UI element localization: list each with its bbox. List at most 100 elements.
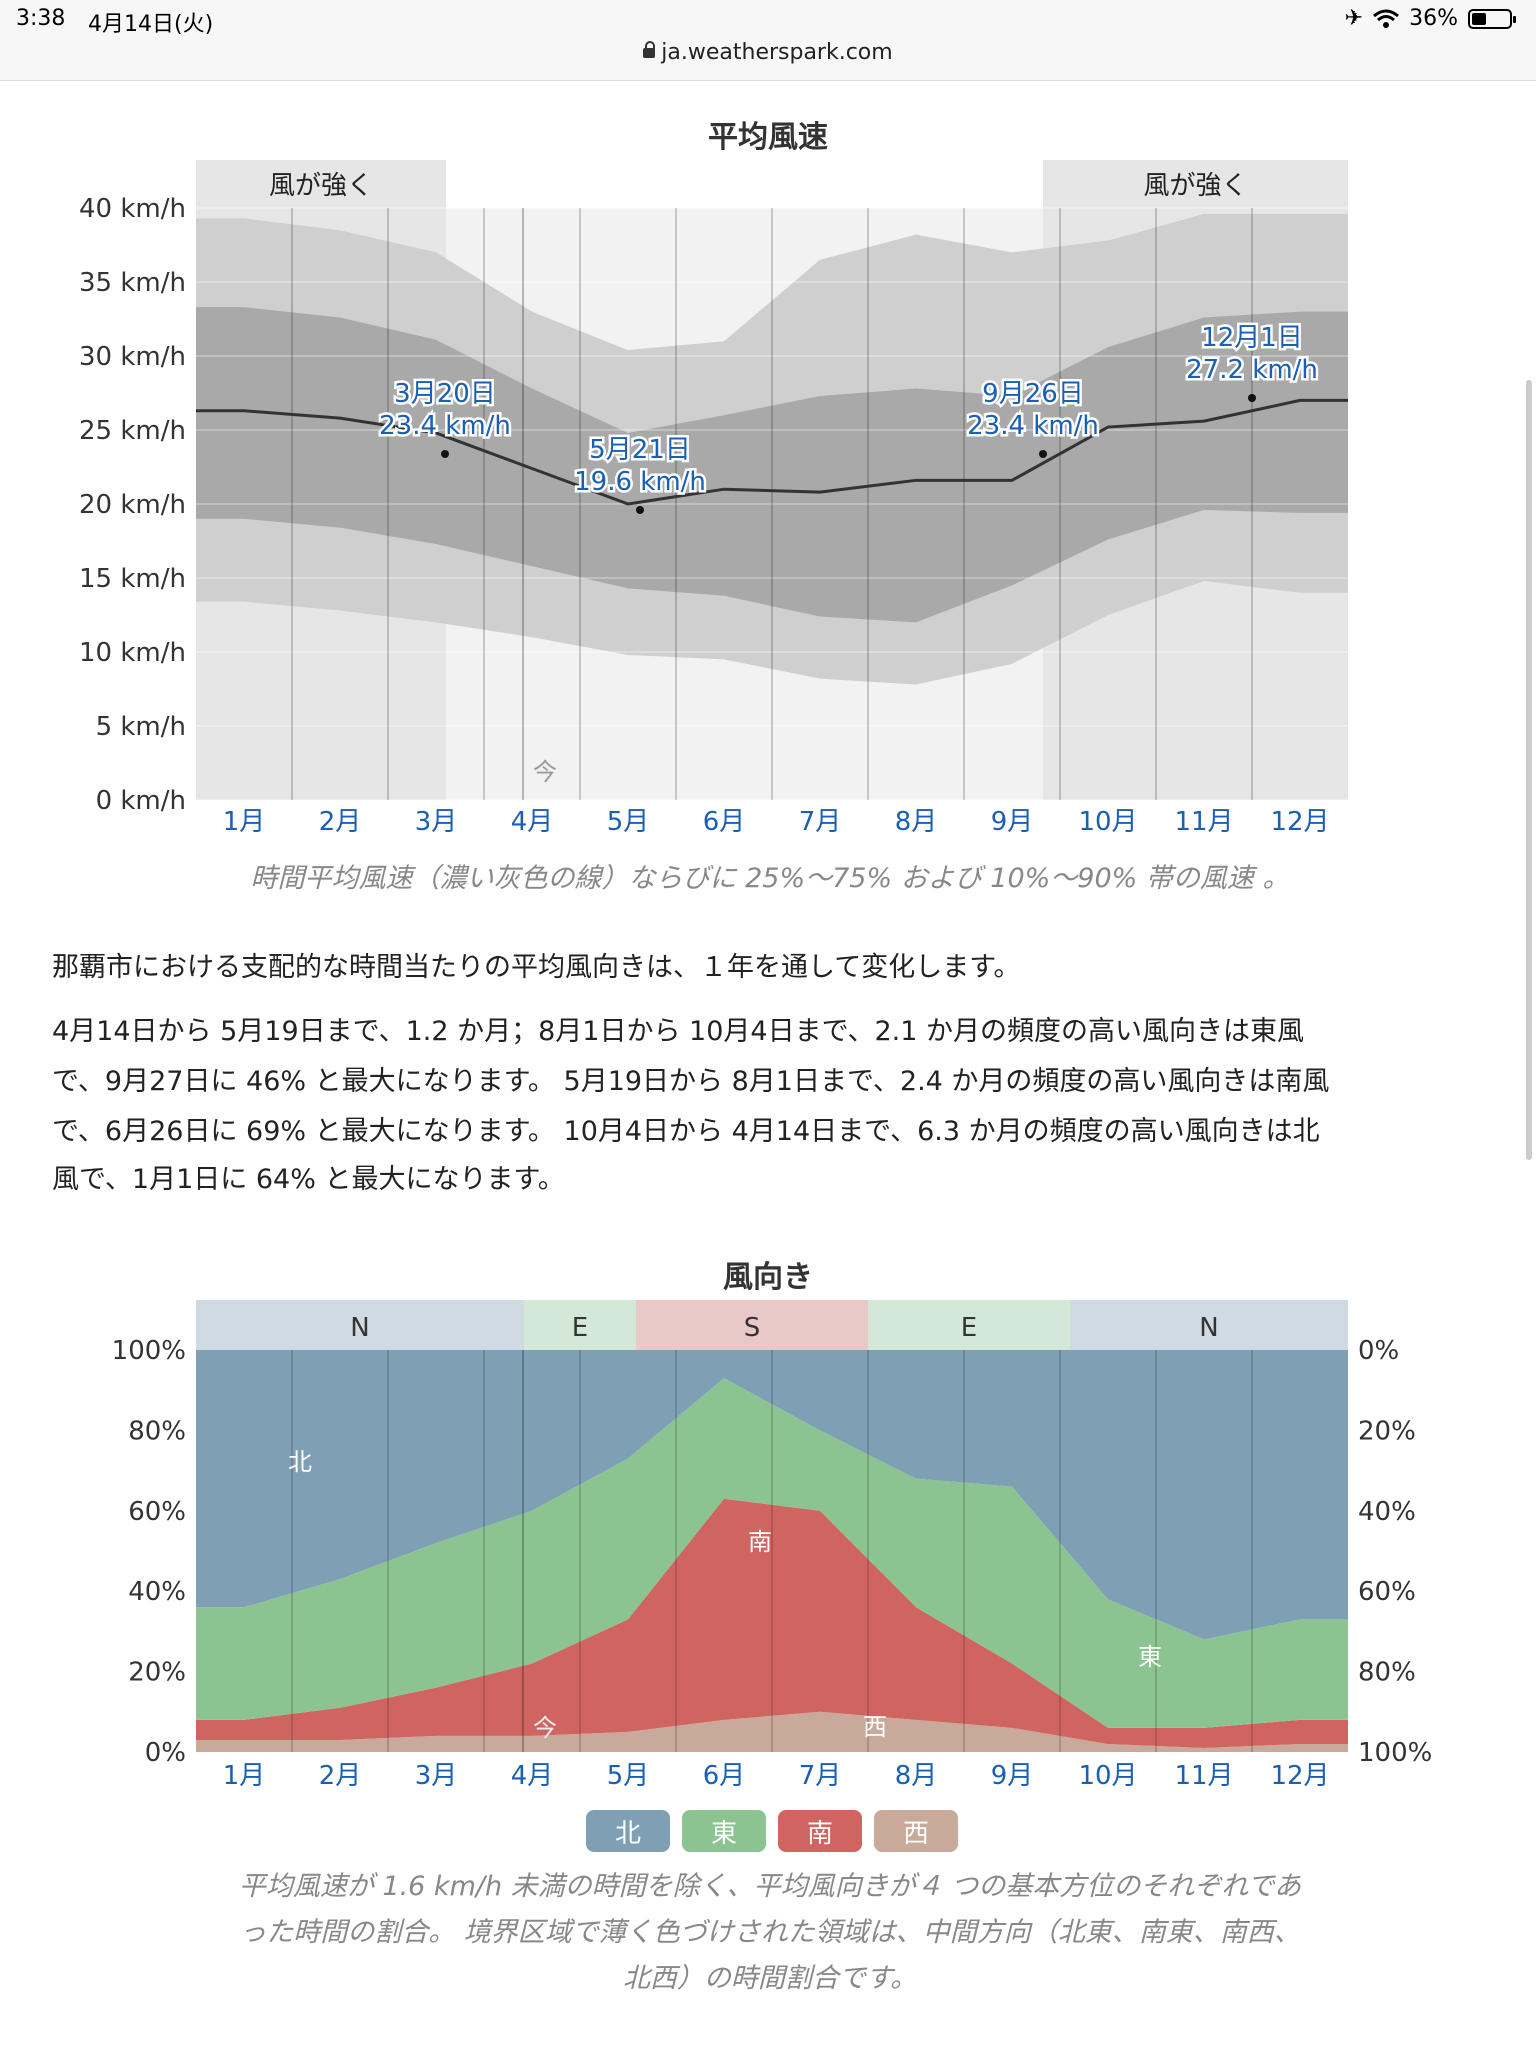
y-left-tick-label: 100%: [112, 1336, 186, 1366]
x-tick-label: 7月: [799, 1761, 842, 1791]
direction-band: [196, 1300, 524, 1350]
address-bar[interactable]: ja.weatherspark.com: [0, 40, 1536, 65]
lock-icon: [643, 41, 656, 58]
y-tick-label: 5 km/h: [96, 712, 186, 742]
wind-direction-legend: 北東南西: [586, 1810, 958, 1852]
legend-item: 東: [682, 1810, 766, 1852]
annotation-date: 12月1日: [1201, 323, 1303, 353]
y-left-tick-label: 0%: [145, 1738, 186, 1768]
wind-direction-caption-3: 北西）の時間割合です。: [622, 1963, 918, 1994]
windy-label-1: 風が強く: [269, 171, 373, 201]
y-tick-label: 35 km/h: [79, 268, 186, 298]
north-area: [196, 1350, 1348, 1640]
wind-direction-title: 風向き: [723, 1260, 813, 1295]
y-right-tick-label: 20%: [1358, 1416, 1416, 1446]
y-tick-label: 10 km/h: [79, 638, 186, 668]
url-text: ja.weatherspark.com: [661, 40, 893, 65]
annotation-value: 27.2 km/h: [1186, 355, 1318, 385]
x-tick-label: 1月: [223, 1761, 266, 1791]
x-tick-label: 10月: [1078, 1761, 1137, 1791]
south-area: [196, 1498, 1348, 1748]
y-right-tick-label: 0%: [1358, 1336, 1399, 1366]
x-tick-label: 5月: [607, 1761, 650, 1791]
today-label: 今: [533, 758, 557, 786]
y-right-tick-label: 100%: [1358, 1738, 1432, 1768]
wind-speed-caption: 時間平均風速（濃い灰色の線）ならびに 25%〜75% および 10%〜90% 帯…: [250, 863, 1290, 894]
x-tick-label: 1月: [223, 807, 266, 837]
west-area-label: 西: [863, 1713, 887, 1741]
x-tick-label: 4月: [511, 1761, 554, 1791]
status-icons: ✈ 36%: [1344, 6, 1516, 31]
direction-band-label: N: [350, 1313, 369, 1343]
y-tick-label: 40 km/h: [79, 194, 186, 224]
direction-band: [524, 1300, 636, 1350]
windy-label-2: 風が強く: [1143, 171, 1247, 201]
wind-direction-line-4: 風で、1月1日に 64% と最大になります。: [52, 1164, 565, 1195]
battery-percent: 36%: [1409, 6, 1458, 31]
y-left-tick-label: 40%: [128, 1577, 186, 1607]
wind-direction-caption-2: った時間の割合。 境界区域で薄く色づけされた領域は、中間方向（北東、南東、南西、: [239, 1917, 1301, 1948]
direction-band-label: E: [572, 1313, 588, 1343]
direction-band-label: E: [961, 1313, 977, 1343]
west-area: [196, 1711, 1348, 1752]
y-tick-label: 30 km/h: [79, 342, 186, 372]
x-tick-label: 4月: [511, 807, 554, 837]
wind-direction-line-2: で、9月27日に 46% と最大になります。 5月19日から 8月1日まで、2.…: [52, 1066, 1330, 1097]
annotation-date: 9月26日: [982, 379, 1084, 409]
direction-band: [636, 1300, 868, 1350]
y-right-tick-label: 40%: [1358, 1497, 1416, 1527]
wind-direction-intro: 那覇市における支配的な時間当たりの平均風向きは、１年を通して変化します。: [52, 952, 1021, 983]
x-tick-label: 2月: [319, 807, 362, 837]
x-tick-label: 12月: [1270, 807, 1329, 837]
wind-speed-chart: 風が強く 風が強く 40 km/h 35 km/h 30 km/h 25 km/h 20 k…: [79, 160, 1348, 837]
x-tick-label: 5月: [607, 807, 650, 837]
direction-band: [1070, 1300, 1348, 1350]
x-tick-label: 3月: [415, 1761, 458, 1791]
y-left-tick-label: 80%: [128, 1416, 186, 1446]
x-tick-label: 11月: [1174, 807, 1233, 837]
y-tick-label: 25 km/h: [79, 416, 186, 446]
x-tick-label: 6月: [703, 807, 746, 837]
x-tick-label: 12月: [1270, 1761, 1329, 1791]
east-area-label: 東: [1138, 1643, 1162, 1671]
y-right-tick-label: 80%: [1358, 1658, 1416, 1688]
wind-speed-title: 平均風速: [708, 120, 828, 155]
x-tick-label: 11月: [1174, 1761, 1233, 1791]
legend-item: 南: [778, 1810, 862, 1852]
annotation-value: 19.6 km/h: [574, 467, 706, 497]
airplane-icon: ✈: [1344, 6, 1364, 31]
y-right-tick-label: 60%: [1358, 1577, 1416, 1607]
today-label: 今: [533, 1714, 557, 1742]
status-date: 4月14日(火): [88, 12, 214, 37]
wind-direction-line-1: 4月14日から 5月19日まで、1.2 か月；8月1日から 10月4日まで、2.…: [52, 1016, 1305, 1047]
annotation-value: 23.4 km/h: [379, 411, 511, 441]
annotation-point: [636, 506, 644, 514]
y-tick-label: 15 km/h: [79, 564, 186, 594]
south-area-label: 南: [748, 1528, 772, 1556]
y-tick-label: 0 km/h: [96, 786, 186, 816]
direction-band-label: N: [1199, 1313, 1218, 1343]
scrollbar[interactable]: [1526, 380, 1532, 1160]
annotation-point: [1039, 450, 1047, 458]
east-area: [196, 1378, 1348, 1728]
direction-band: [868, 1300, 1070, 1350]
legend-item: 西: [874, 1810, 958, 1852]
y-left-tick-label: 60%: [128, 1497, 186, 1527]
x-tick-label: 8月: [895, 807, 938, 837]
x-tick-label: 3月: [415, 807, 458, 837]
battery-icon: [1468, 8, 1516, 29]
status-time: 3:38: [16, 6, 66, 31]
x-tick-label: 6月: [703, 1761, 746, 1791]
annotation-value: 23.4 km/h: [967, 411, 1099, 441]
legend-item: 北: [586, 1810, 670, 1852]
annotation-date: 3月20日: [394, 379, 496, 409]
wind-direction-caption-1: 平均風速が 1.6 km/h 未満の時間を除く、平均風向きが４ つの基本方位のそ…: [238, 1871, 1302, 1902]
y-left-tick-label: 20%: [128, 1658, 186, 1688]
x-tick-label: 2月: [319, 1761, 362, 1791]
x-tick-label: 8月: [895, 1761, 938, 1791]
wifi-icon: [1373, 9, 1400, 28]
north-area-label: 北: [288, 1448, 312, 1476]
mean-wind-line: [196, 398, 1348, 506]
annotation-point: [1248, 394, 1256, 402]
x-tick-label: 7月: [799, 807, 842, 837]
